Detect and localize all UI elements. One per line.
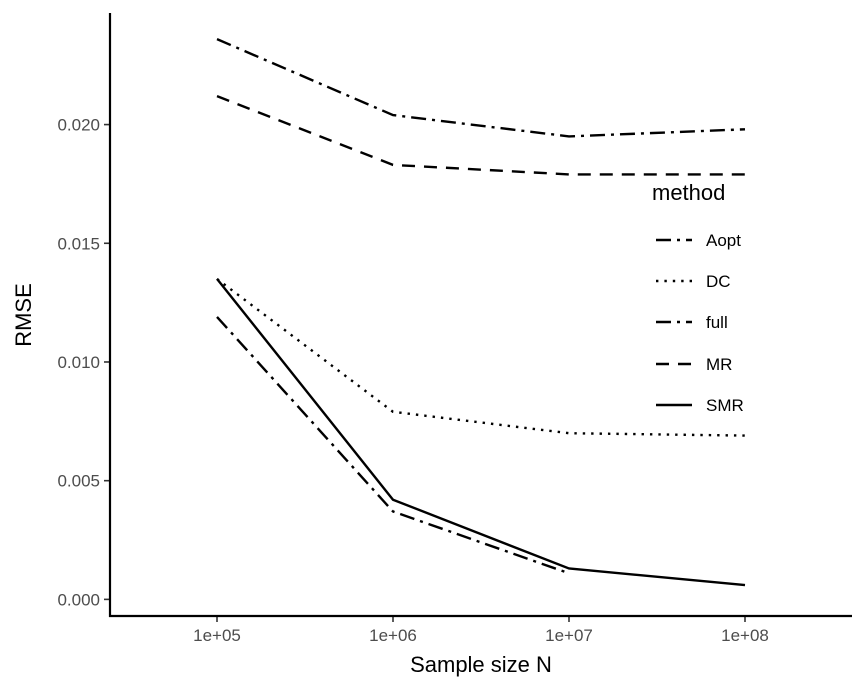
legend-title: method <box>652 180 725 205</box>
x-tick-label: 1e+05 <box>193 626 241 645</box>
x-axis-ticks: 1e+05 1e+06 1e+07 1e+08 <box>193 616 769 645</box>
legend-label-full: full <box>706 313 728 332</box>
legend: method Aopt DC full MR SMR <box>652 180 744 415</box>
series-line-aopt <box>216 37 746 138</box>
x-tick-label: 1e+06 <box>369 626 417 645</box>
y-tick-label: 0.000 <box>57 590 100 609</box>
y-axis-ticks: 0.000 0.005 0.010 0.015 0.020 <box>57 116 110 609</box>
y-tick-label: 0.020 <box>57 116 100 135</box>
series-line-mr <box>216 94 745 176</box>
y-axis-title: RMSE <box>11 283 36 347</box>
x-tick-label: 1e+07 <box>545 626 593 645</box>
legend-label-mr: MR <box>706 355 732 374</box>
legend-label-dc: DC <box>706 272 731 291</box>
legend-label-smr: SMR <box>706 396 744 415</box>
y-tick-label: 0.010 <box>57 353 100 372</box>
series-line-full <box>216 316 570 575</box>
series-line-smr <box>216 278 746 587</box>
legend-label-aopt: Aopt <box>706 231 741 250</box>
y-tick-label: 0.005 <box>57 472 100 491</box>
series-line-dc <box>216 277 746 437</box>
plot-lines <box>216 37 746 587</box>
y-tick-label: 0.015 <box>57 234 100 253</box>
x-tick-label: 1e+08 <box>721 626 769 645</box>
x-axis-title: Sample size N <box>410 652 552 677</box>
